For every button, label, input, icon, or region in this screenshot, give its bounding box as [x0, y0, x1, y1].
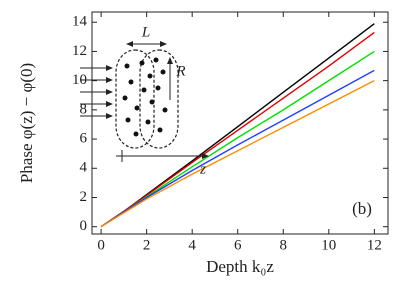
x-tick-label: 12 — [367, 237, 382, 253]
y-tick-label: 0 — [80, 218, 88, 234]
x-tick-label: 8 — [280, 237, 288, 253]
x-tick-label: 2 — [143, 237, 151, 253]
x-tick-label: 4 — [188, 237, 196, 253]
inset-label: R — [175, 63, 185, 79]
inset-diagram: L R z — [80, 24, 209, 177]
data-line — [100, 31, 375, 228]
panel-label: (b) — [352, 199, 372, 218]
plot-frame — [91, 11, 389, 235]
data-line — [100, 23, 375, 228]
data-line — [100, 69, 375, 228]
y-tick-label: 4 — [80, 160, 88, 176]
data-line — [100, 80, 375, 228]
y-tick-label: 2 — [80, 189, 88, 205]
x-axis-label: Depth k₀z — [206, 257, 274, 276]
y-axis-label: Phase φ(z) − φ(0) — [17, 63, 36, 183]
inset-label: z — [199, 161, 206, 177]
y-tick-label: 8 — [80, 101, 88, 117]
y-tick-label: 14 — [72, 14, 88, 30]
x-tick-label: 6 — [234, 237, 242, 253]
y-tick-label: 10 — [72, 72, 87, 88]
x-tick-label: 10 — [321, 237, 336, 253]
y-tick-label: 6 — [80, 131, 88, 147]
x-tick-label: 0 — [97, 237, 105, 253]
inset-label: L — [141, 24, 150, 40]
y-tick-label: 12 — [72, 43, 87, 59]
